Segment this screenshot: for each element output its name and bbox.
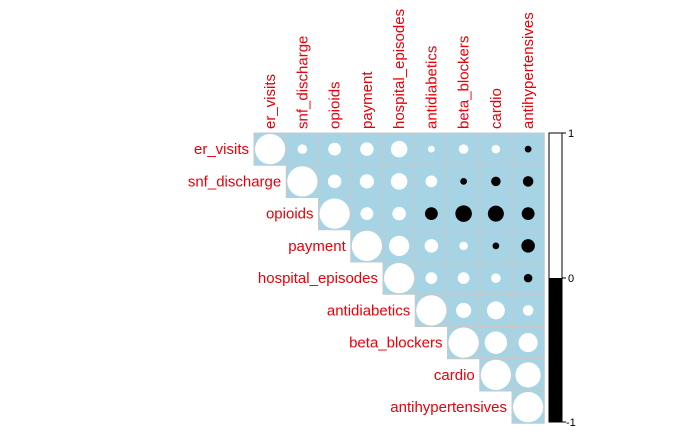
correlation-circle bbox=[425, 272, 438, 284]
correlation-circle bbox=[359, 174, 374, 189]
correlation-circle bbox=[351, 230, 383, 262]
correlation-circle bbox=[427, 145, 435, 153]
correlation-circle bbox=[522, 305, 534, 316]
column-label: cardio bbox=[488, 88, 505, 129]
matrix-cell bbox=[511, 229, 545, 263]
colorbar-label-bottom: -1 bbox=[566, 417, 576, 429]
matrix-cell bbox=[447, 197, 481, 231]
correlation-circle bbox=[492, 242, 500, 250]
correlation-circle bbox=[390, 173, 408, 190]
correlation-circle bbox=[416, 295, 447, 326]
column-label: er_visits bbox=[262, 74, 279, 129]
matrix-cell bbox=[511, 293, 545, 327]
correlation-circle bbox=[521, 239, 535, 253]
column-label: antihypertensives bbox=[520, 12, 537, 129]
correlation-circle bbox=[254, 133, 286, 165]
row-label: antihypertensives bbox=[390, 399, 507, 416]
matrix-cell bbox=[479, 132, 513, 166]
matrix-cell bbox=[414, 164, 448, 198]
correlation-circle bbox=[390, 140, 408, 158]
column-label: hospital_episodes bbox=[391, 9, 408, 129]
row-label: snf_discharge bbox=[188, 173, 281, 190]
row-label: payment bbox=[288, 238, 346, 255]
row-label: er_visits bbox=[194, 141, 249, 158]
correlation-circle bbox=[297, 144, 308, 154]
correlation-circle bbox=[512, 391, 544, 423]
correlation-circle bbox=[424, 207, 438, 221]
correlation-circle bbox=[522, 176, 534, 187]
correlation-circle bbox=[518, 333, 538, 353]
correlation-circle bbox=[460, 177, 468, 185]
correlation-circle bbox=[459, 241, 468, 251]
correlation-circle bbox=[480, 359, 512, 391]
correlation-circle bbox=[486, 301, 505, 320]
column-label: beta_blockers bbox=[456, 36, 473, 129]
column-label: antidiabetics bbox=[423, 46, 440, 129]
correlation-circle bbox=[319, 198, 350, 229]
correlation-circle bbox=[455, 205, 472, 222]
column-label: payment bbox=[359, 71, 376, 129]
row-label: beta_blockers bbox=[349, 335, 442, 352]
matrix-cells bbox=[253, 132, 545, 424]
column-label: opioids bbox=[327, 81, 344, 129]
colorbar-label-mid: 0 bbox=[568, 273, 574, 285]
colorbar-positive bbox=[549, 133, 562, 278]
correlation-circle bbox=[425, 175, 438, 188]
colorbar-negative bbox=[549, 278, 562, 422]
correlation-circle bbox=[287, 166, 318, 197]
correlation-circle bbox=[392, 206, 406, 221]
correlation-circle bbox=[491, 144, 501, 154]
correlation-circle bbox=[383, 262, 415, 294]
colorbar-label-top: 1 bbox=[568, 128, 574, 140]
correlation-circle bbox=[521, 207, 535, 221]
correlation-circle bbox=[327, 174, 342, 189]
row-label: antidiabetics bbox=[327, 302, 410, 319]
correlation-circle bbox=[487, 205, 504, 222]
row-label: opioids bbox=[266, 206, 314, 223]
correlation-circle bbox=[515, 362, 541, 388]
correlation-circle bbox=[388, 235, 410, 257]
correlation-circle bbox=[491, 176, 501, 187]
column-label: snf_discharge bbox=[294, 36, 311, 129]
correlation-circle bbox=[458, 144, 469, 154]
correlation-circle bbox=[448, 327, 479, 358]
correlation-circle bbox=[424, 239, 439, 253]
correlation-circle bbox=[523, 273, 533, 283]
row-label: hospital_episodes bbox=[258, 270, 378, 287]
correlation-circle bbox=[456, 302, 472, 318]
colorbar: 1 0 -1 bbox=[548, 128, 576, 429]
correlation-circle bbox=[328, 142, 342, 156]
correlation-circle bbox=[360, 142, 374, 156]
correlation-circle bbox=[524, 145, 532, 153]
correlation-circle bbox=[457, 272, 470, 284]
correlation-circle bbox=[484, 331, 508, 354]
correlation-circles bbox=[254, 133, 544, 423]
correlation-circle bbox=[491, 273, 501, 283]
row-label: cardio bbox=[434, 367, 475, 384]
correlation-circle bbox=[360, 207, 374, 221]
column-labels: er_visits snf_discharge opioids payment hosp… bbox=[262, 9, 537, 129]
